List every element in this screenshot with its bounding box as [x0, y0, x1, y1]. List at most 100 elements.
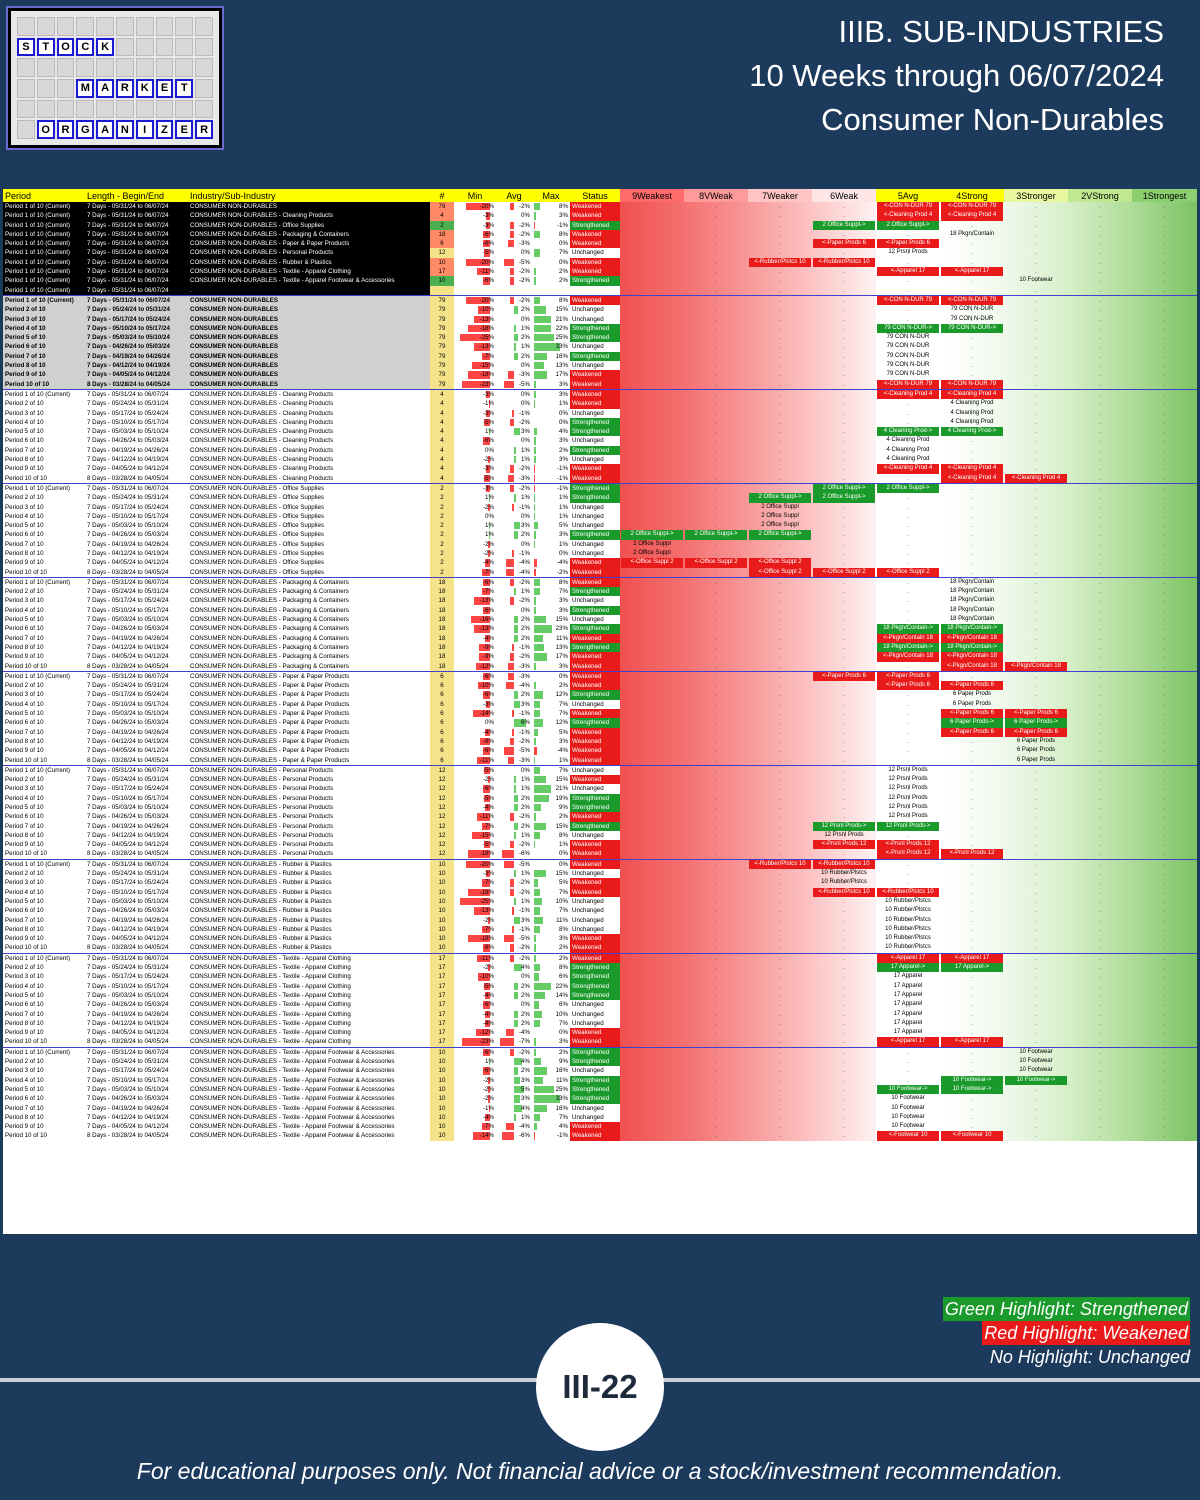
- zone-cell: .: [1004, 915, 1068, 925]
- zone-dot: .: [1099, 1019, 1101, 1027]
- zone-dot: .: [971, 691, 973, 699]
- zone-cell: .: [748, 1009, 812, 1019]
- max-cell: 1%: [532, 840, 570, 849]
- zone-dot: .: [907, 728, 909, 736]
- min-value: -6%: [482, 672, 494, 680]
- zone-cell: .: [1132, 727, 1197, 737]
- count-cell: 6: [430, 681, 454, 691]
- min-value: -11%: [480, 268, 494, 276]
- avg-value: 3%: [521, 916, 530, 924]
- min-cell: -11%: [454, 812, 496, 821]
- period-cell: Period 2 of 10: [5, 776, 44, 784]
- zone-cell: . 10 Footwear: [876, 1112, 940, 1123]
- zone-dot: .: [843, 1048, 845, 1056]
- count-cell: 4: [430, 399, 454, 409]
- max-cell: 8%: [532, 925, 570, 934]
- zone-cell: .: [1068, 587, 1132, 597]
- zone-cell: .: [1132, 1131, 1197, 1141]
- table-row: Period 6 of 10 7 Days - 04/26/24 to 05/03…: [3, 906, 1197, 916]
- min-value: -7%: [482, 1123, 494, 1131]
- zone-cell: .2 Office Suppl: [620, 548, 684, 559]
- max-value: 3%: [559, 390, 568, 398]
- zone-cell: .: [1132, 285, 1197, 296]
- count-cell: 18: [430, 661, 454, 672]
- zone-dot: .: [971, 935, 973, 943]
- zone-cell: .: [940, 943, 1004, 954]
- zone-cell: . 10 Footwear: [1004, 276, 1068, 286]
- min-bar: [488, 522, 490, 530]
- zone-dot: .: [1163, 1019, 1166, 1027]
- zone-cell: .: [1132, 370, 1197, 380]
- status-cell: Strengthened: [570, 1075, 620, 1085]
- zone-cell: .: [1068, 464, 1132, 474]
- zone-dot: .: [1163, 221, 1166, 229]
- min-cell: -7%: [454, 352, 496, 361]
- zone-cell: .: [684, 548, 748, 559]
- period-cell: Period 1 of 10 (Current): [3, 211, 85, 221]
- length-cell: 7 Days - 05/31/24 to 06/07/24: [85, 576, 188, 588]
- min-bar: [486, 221, 490, 229]
- zone-dot: .: [1163, 286, 1166, 294]
- period-cell: Period 7 of 10: [5, 634, 44, 642]
- zone-highlight: <-Office Suppl 2: [621, 558, 683, 568]
- zone-cell: .: [876, 521, 940, 531]
- zone-dot: .: [843, 634, 845, 642]
- max-bar: [534, 813, 536, 821]
- status-cell: Weakened: [570, 239, 620, 249]
- min-cell: -12%: [454, 662, 496, 672]
- min-value: -1%: [482, 400, 494, 408]
- zone-cell: .: [1132, 333, 1197, 343]
- column-header: 1Strongest: [1132, 189, 1197, 202]
- status-cell: Strengthened: [570, 482, 620, 494]
- min-value: -25%: [479, 897, 494, 905]
- logo-letter: E: [175, 120, 194, 139]
- avg-bar: [508, 240, 514, 248]
- zone-dot: .: [651, 456, 653, 464]
- min-cell: -5%: [454, 764, 496, 776]
- zone-cell: .: [1132, 963, 1197, 973]
- zone-cell: .: [1068, 934, 1132, 944]
- zone-dot: .: [843, 409, 845, 417]
- zone-cell: .: [1068, 830, 1132, 841]
- zone-cell: .: [1004, 220, 1068, 230]
- zone-cell: .: [812, 417, 876, 428]
- min-value: -9%: [482, 643, 494, 651]
- zone-dot: .: [1163, 672, 1166, 680]
- zone-cell: .: [1132, 924, 1197, 935]
- length-cell: 7 Days - 04/12/24 to 04/19/24: [85, 361, 188, 371]
- avg-value: -2%: [518, 879, 530, 887]
- zone-cell: .: [940, 896, 1004, 907]
- zone-cell: .: [1132, 990, 1197, 1001]
- zone-dot: .: [715, 1085, 717, 1093]
- zone-cell: .: [620, 661, 684, 672]
- zone-dot: .: [779, 822, 781, 830]
- zone-highlight: <-Rubber/Plstcs 10: [813, 887, 875, 897]
- zone-highlight: 4 Cleaning Prod: [886, 437, 930, 444]
- avg-value: 1%: [521, 494, 530, 502]
- zone-dot: .: [651, 916, 653, 924]
- zone-cell: .<-Prsnl Prods 12: [876, 849, 940, 860]
- industry-cell: CONSUMER NON-DURABLES - Cleaning Product…: [190, 465, 334, 473]
- zone-cell: .: [620, 473, 684, 484]
- zone-dot: .: [1099, 494, 1101, 502]
- zone-dot: .: [971, 841, 973, 849]
- zone-dot: .: [651, 334, 653, 342]
- avg-bar: [510, 813, 514, 821]
- max-value: 15%: [555, 870, 568, 878]
- zone-dot: .: [1099, 390, 1101, 398]
- min-value: -6%: [482, 230, 494, 238]
- zone-cell: .: [812, 746, 876, 756]
- zone-highlight: <-Paper Prods 6: [1005, 727, 1067, 737]
- zone-dot: .: [1035, 212, 1037, 220]
- min-bar: [482, 1067, 490, 1075]
- zone-dot: .: [651, 428, 653, 436]
- period-cell: Period 3 of 10: [3, 314, 85, 324]
- zone-highlight: 4 Cleaning Prod: [950, 409, 994, 416]
- period-cell: Period 3 of 10: [5, 973, 44, 981]
- zone-dot: .: [1035, 203, 1037, 210]
- max-value: 33%: [555, 1095, 568, 1103]
- min-cell: -12%: [454, 1028, 496, 1037]
- zone-dot: .: [779, 766, 781, 774]
- max-bar: [534, 691, 544, 699]
- status-cell: Strengthened: [570, 323, 620, 334]
